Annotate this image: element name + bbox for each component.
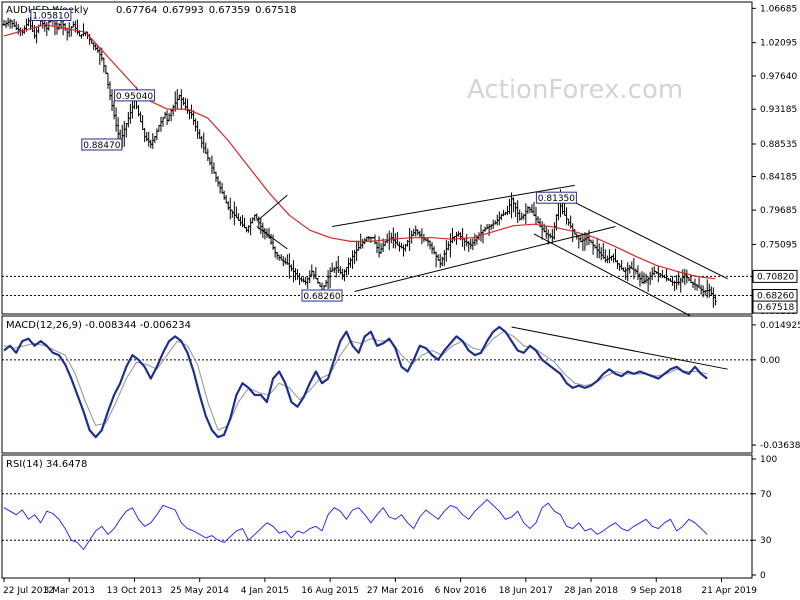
annotation-label-4: 0.68260 bbox=[303, 292, 340, 302]
rsi-line bbox=[3, 499, 708, 550]
trendline-falling-lower bbox=[533, 233, 692, 317]
price-y-axis: 1.06685 1.02095 0.97640 0.93185 0.88535 0.841… bbox=[752, 4, 798, 317]
price-badge-label-2: 0.67518 bbox=[757, 303, 794, 313]
price-badge-label-0: 0.70820 bbox=[757, 272, 794, 282]
rsi-tick-label: 70 bbox=[760, 490, 772, 500]
annotation-label-2: 0.88470 bbox=[83, 141, 120, 151]
annotation-box-0 bbox=[30, 8, 72, 21]
price-levels bbox=[2, 275, 752, 297]
ohlc-readout: 0.67764 0.67993 0.67359 0.67518 bbox=[116, 5, 296, 16]
price-tick-label: 0.88535 bbox=[760, 140, 797, 150]
x-tick-label: 21 Apr 2019 bbox=[701, 586, 757, 596]
trendline-channel-upper bbox=[332, 184, 575, 227]
ohlc-low: 0.67359 bbox=[209, 5, 250, 16]
annotation-label-0: 1.05810 bbox=[32, 11, 69, 21]
x-tick-label: 3 Mar 2013 bbox=[44, 586, 95, 596]
macd-trendline bbox=[511, 326, 728, 370]
x-tick-label: 16 Aug 2015 bbox=[301, 586, 359, 596]
rsi-y-axis: 100 70 30 0 bbox=[752, 455, 777, 581]
macd-tick-label: 0.014925 bbox=[760, 321, 800, 331]
macd-panel-title: MACD(12,26,9) -0.008344 -0.006234 bbox=[6, 320, 191, 331]
annotation-box-1 bbox=[113, 89, 155, 102]
x-tick-label: 18 Jun 2017 bbox=[499, 586, 553, 596]
macd-y-axis: 0.014925 0.00 -0.036389 bbox=[752, 321, 800, 451]
annotation-box-3 bbox=[535, 191, 577, 204]
price-panel-frame bbox=[1, 1, 753, 315]
moving-average-line bbox=[3, 24, 716, 280]
annotation-label-3: 0.81350 bbox=[538, 194, 575, 204]
rsi-tick-label: 100 bbox=[760, 455, 777, 465]
x-tick-label: 9 Sep 2018 bbox=[631, 586, 683, 596]
price-tick-label: 1.02095 bbox=[760, 39, 797, 49]
x-tick-label: 27 Mar 2016 bbox=[367, 586, 424, 596]
rsi-tick-label: 30 bbox=[760, 536, 772, 546]
watermark-text: ActionForex.com bbox=[467, 75, 683, 105]
x-tick-label: 6 Nov 2016 bbox=[435, 586, 487, 596]
trendline-falling-upper bbox=[558, 193, 728, 280]
rsi-tick-label: 0 bbox=[760, 571, 766, 581]
price-tick-label: 1.06685 bbox=[760, 4, 797, 14]
x-tick-label: 28 Jan 2018 bbox=[564, 586, 618, 596]
macd-panel-frame bbox=[1, 315, 753, 454]
trendline-channel-lower bbox=[354, 225, 616, 292]
price-badge-label-1: 0.68260 bbox=[757, 292, 794, 302]
macd-signal-line bbox=[3, 331, 708, 431]
price-annotations: 1.05810 0.95040 0.88470 0.81350 0.68260 bbox=[30, 8, 577, 302]
price-tick-label: 0.97640 bbox=[760, 72, 797, 82]
price-trendlines bbox=[256, 184, 728, 317]
price-tick-label: 0.75095 bbox=[760, 240, 797, 250]
x-tick-label: 25 May 2014 bbox=[170, 586, 229, 596]
price-badge-2 bbox=[752, 300, 798, 314]
macd-plot bbox=[2, 325, 752, 439]
macd-macd-line bbox=[3, 325, 708, 439]
annotation-label-1: 0.95040 bbox=[116, 92, 153, 102]
price-moving-average bbox=[3, 24, 716, 280]
x-tick-label: 4 Jan 2015 bbox=[241, 586, 289, 596]
x-tick-label: 22 Jul 2012 bbox=[3, 586, 54, 596]
price-badge-0 bbox=[752, 269, 798, 283]
annotation-box-2 bbox=[81, 138, 123, 151]
price-tick-label: 0.84185 bbox=[760, 173, 797, 183]
trendline-triangle-bottom bbox=[256, 226, 288, 250]
x-tick-label: 13 Oct 2013 bbox=[107, 586, 163, 596]
price-tick-label: 0.93185 bbox=[760, 105, 797, 115]
rsi-panel-title: RSI(14) 34.6478 bbox=[6, 459, 87, 470]
price-tick-label: 0.79685 bbox=[760, 206, 797, 216]
trendline-triangle-top bbox=[256, 194, 288, 222]
ohlc-close: 0.67518 bbox=[255, 5, 296, 16]
rsi-panel-frame bbox=[1, 454, 753, 579]
ohlc-high: 0.67993 bbox=[162, 5, 203, 16]
macd-tick-label: -0.036389 bbox=[760, 441, 800, 451]
rsi-plot bbox=[2, 493, 752, 550]
annotation-box-4 bbox=[301, 289, 343, 302]
ohlc-open: 0.67764 bbox=[116, 5, 157, 16]
macd-tick-label: 0.00 bbox=[760, 356, 780, 366]
